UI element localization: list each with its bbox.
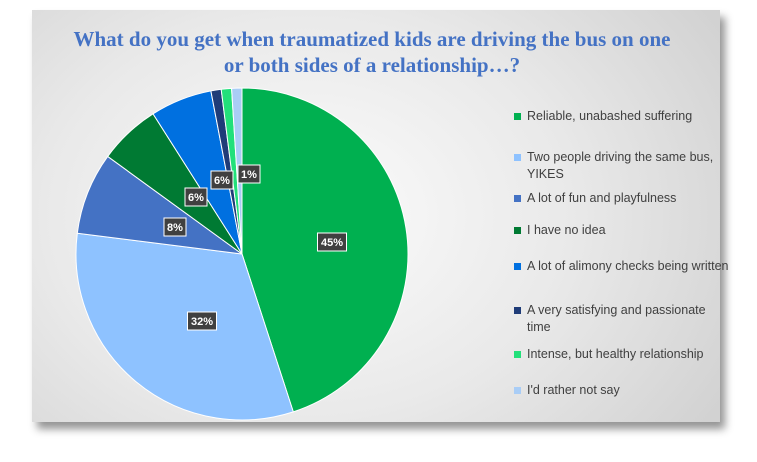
legend-item: I'd rather not say (514, 382, 732, 399)
svg-text:1%: 1% (241, 169, 257, 181)
legend-label: A lot of fun and playfulness (527, 191, 677, 205)
legend-label: Intense, but healthy relationship (527, 347, 704, 361)
svg-text:45%: 45% (321, 237, 343, 249)
legend-label: Reliable, unabashed suffering (527, 109, 693, 123)
legend-swatch (514, 227, 521, 234)
pie-slice (75, 232, 294, 421)
svg-text:6%: 6% (188, 192, 204, 204)
slice-data-label: 1% (237, 164, 261, 184)
legend-item: Intense, but healthy relationship (514, 346, 732, 363)
legend-label: I'd rather not say (527, 383, 620, 397)
legend-label: Two people driving the same bus, YIKES (527, 150, 714, 181)
legend-item: A very satisfying and passionate time (514, 302, 732, 336)
legend-swatch (514, 387, 521, 394)
pie-slice (231, 87, 243, 255)
slice-data-label: 6% (210, 170, 234, 190)
legend-item: Reliable, unabashed suffering (514, 108, 732, 125)
legend-item: A lot of alimony checks being written (514, 258, 732, 275)
slice-data-label: 6% (184, 187, 208, 207)
chart-title: What do you get when traumatized kids ar… (73, 27, 671, 77)
legend-swatch (514, 113, 521, 120)
legend-swatch (514, 351, 521, 358)
svg-text:32%: 32% (191, 316, 213, 328)
slice-data-label: 45% (317, 232, 347, 252)
legend-label: A very satisfying and passionate time (527, 303, 706, 334)
legend-swatch (514, 195, 521, 202)
svg-text:6%: 6% (214, 175, 230, 187)
legend-swatch (514, 307, 521, 314)
chart-card: What do you get when traumatized kids ar… (32, 10, 729, 422)
legend-item: I have no idea (514, 222, 732, 239)
legend-swatch (514, 154, 521, 161)
legend-swatch (514, 263, 521, 270)
pie-chart: 45% 32% 8% 6% 6% 1% (75, 87, 409, 421)
legend-label: A lot of alimony checks being written (527, 259, 729, 273)
slice-data-label: 32% (187, 311, 217, 331)
legend-label: I have no idea (527, 223, 606, 237)
legend-item: A lot of fun and playfulness (514, 190, 732, 207)
svg-text:8%: 8% (167, 222, 183, 234)
slice-data-label: 8% (163, 217, 187, 237)
legend-item: Two people driving the same bus, YIKES (514, 149, 732, 183)
